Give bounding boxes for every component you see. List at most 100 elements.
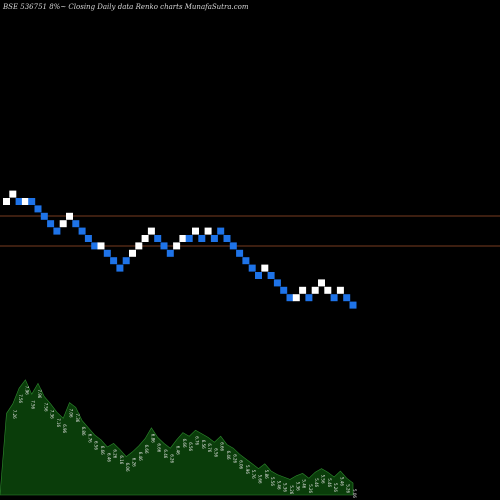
renko-brick: [330, 294, 338, 302]
volume-label: 5.26: [333, 483, 338, 492]
volume-label: 5.26: [308, 484, 313, 493]
volume-label: 7.56: [43, 403, 48, 412]
volume-label: 6.66: [157, 443, 162, 452]
renko-brick: [116, 264, 124, 272]
volume-label: 6.46: [106, 453, 111, 462]
volume-label: 5.46: [339, 477, 344, 486]
renko-brick: [198, 235, 206, 242]
volume-label: 6.16: [119, 455, 124, 464]
volume-fill: [0, 379, 354, 496]
renko-brick: [267, 272, 275, 279]
renko-brick: [255, 272, 262, 279]
volume-label: 6.66: [182, 439, 187, 448]
volume-label: 6.26: [232, 454, 237, 463]
renko-brick: [261, 264, 269, 272]
renko-brick: [53, 227, 61, 235]
volume-label: 5.26: [289, 485, 294, 494]
renko-brick: [273, 279, 281, 287]
volume-label: 7.26: [12, 410, 17, 419]
volume-label: 6.46: [163, 449, 168, 458]
volume-area: [0, 379, 354, 496]
renko-brick: [292, 294, 300, 302]
renko-brick: [204, 227, 212, 235]
renko-brick: [280, 286, 288, 294]
volume-label: 6.76: [207, 443, 212, 452]
volume-label: 5.76: [251, 470, 256, 479]
volume-label: 5.56: [270, 477, 275, 486]
renko-brick: [192, 227, 199, 235]
renko-brick: [343, 294, 351, 302]
volume-label: 5.26: [346, 484, 351, 493]
renko-brick: [324, 286, 332, 294]
volume-label: 7.36: [50, 410, 55, 419]
renko-brick: [122, 257, 130, 265]
volume-label: 5.06: [352, 489, 357, 498]
volume-labels: 7.267.567.967.567.967.567.367.166.967.06…: [12, 386, 357, 499]
volume-label: 6.46: [226, 451, 231, 460]
volume-label: 6.46: [138, 452, 143, 461]
renko-brick: [15, 198, 23, 205]
volume-label: 6.46: [176, 446, 181, 455]
volume-label: 5.36: [283, 483, 288, 492]
volume-label: 5.46: [276, 481, 281, 490]
renko-brick: [185, 235, 193, 242]
renko-brick: [141, 235, 149, 242]
volume-label: 5.46: [302, 479, 307, 488]
renko-brick: [236, 249, 244, 257]
volume-label: 7.56: [31, 400, 36, 409]
renko-brick: [166, 249, 174, 257]
renko-bricks: [3, 190, 357, 309]
volume-label: 6.56: [94, 441, 99, 450]
volume-label: 7.96: [37, 389, 42, 398]
volume-label: 6.66: [220, 442, 225, 451]
renko-brick: [154, 235, 162, 242]
volume-label: 6.76: [195, 436, 200, 445]
renko-brick: [103, 249, 111, 257]
renko-brick: [286, 294, 294, 302]
renko-brick: [147, 227, 155, 235]
volume-label: 7.06: [69, 409, 74, 418]
renko-brick: [47, 220, 55, 228]
renko-brick: [349, 301, 357, 309]
volume-label: 7.16: [56, 418, 61, 427]
renko-brick: [9, 190, 17, 198]
renko-brick: [97, 242, 105, 250]
volume-label: 5.86: [264, 470, 269, 479]
volume-label: 6.56: [213, 448, 218, 457]
renko-brick: [3, 198, 10, 205]
volume-label: 5.56: [321, 475, 326, 484]
renko-brick: [21, 198, 29, 205]
renko-brick: [336, 286, 344, 294]
renko-brick: [173, 242, 181, 250]
volume-label: 6.06: [125, 463, 130, 472]
renko-brick: [160, 242, 168, 250]
volume-label: 6.26: [132, 458, 137, 467]
volume-label: 5.46: [327, 478, 332, 487]
renko-brick: [210, 235, 218, 242]
volume-label: 6.06: [239, 460, 244, 469]
volume-label: 6.56: [201, 440, 206, 449]
renko-brick: [72, 220, 80, 228]
renko-brick: [78, 227, 86, 235]
renko-brick: [34, 205, 42, 213]
volume-label: 6.66: [144, 445, 149, 454]
volume-label: 6.76: [87, 434, 92, 443]
renko-brick: [59, 220, 67, 228]
volume-label: 6.86: [81, 427, 86, 436]
volume-label: 6.56: [188, 442, 193, 451]
reference-levels: [0, 215, 500, 247]
renko-brick: [318, 279, 325, 287]
renko-brick: [242, 257, 250, 265]
chart-title: BSE 536751 8%~ Closing Daily data Renko …: [2, 3, 249, 11]
volume-label: 7.36: [75, 413, 80, 422]
renko-brick: [110, 257, 118, 265]
renko-brick: [248, 264, 256, 272]
renko-brick: [91, 242, 99, 250]
renko-brick: [84, 235, 92, 242]
renko-brick: [299, 286, 307, 294]
renko-brick: [28, 198, 36, 205]
volume-label: 5.36: [295, 482, 300, 491]
volume-label: 7.96: [24, 386, 29, 395]
